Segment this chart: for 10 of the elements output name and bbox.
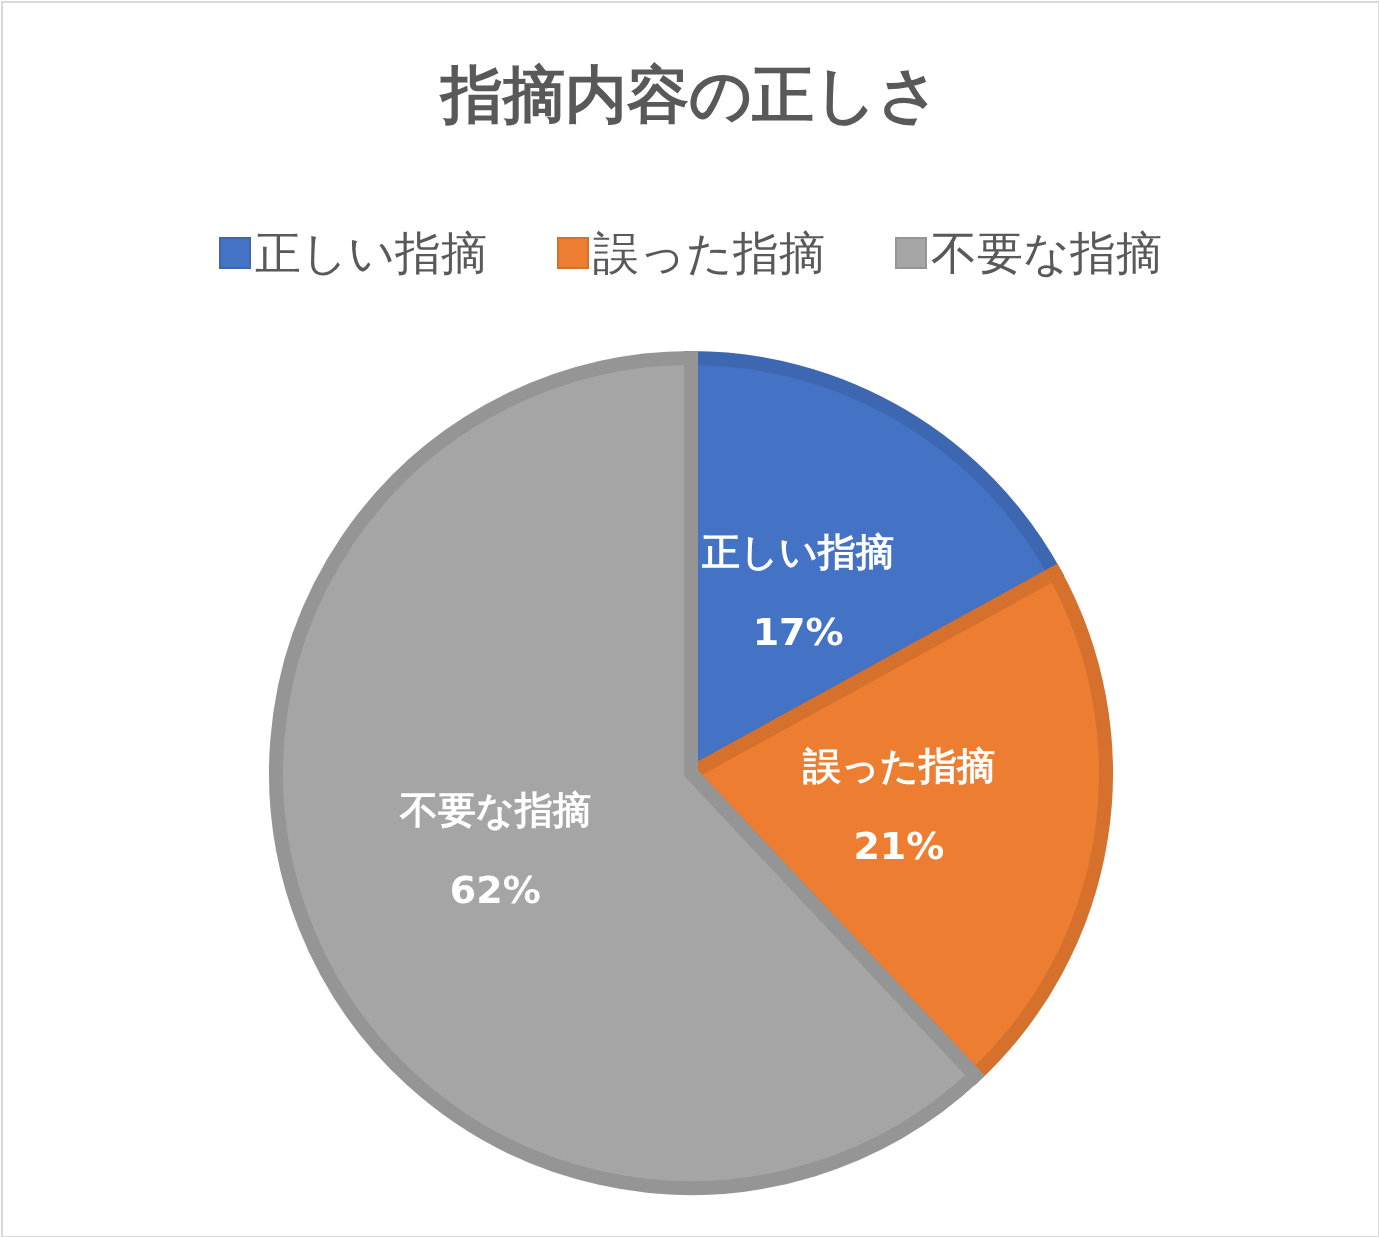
legend-label: 不要な指摘 [931,226,1162,280]
slice-label: 誤った指摘 [801,743,995,788]
data-label: 21% [853,823,945,868]
data-label: 62% [449,868,541,913]
legend-label: 誤った指摘 [593,226,825,280]
chart-title: 指摘内容の正しさ [439,57,940,131]
legend-label: 正しい指摘 [255,226,487,280]
slice-label: 正しい指摘 [702,529,895,574]
slice-label: 不要な指摘 [398,788,591,833]
data-label: 17% [752,609,844,654]
